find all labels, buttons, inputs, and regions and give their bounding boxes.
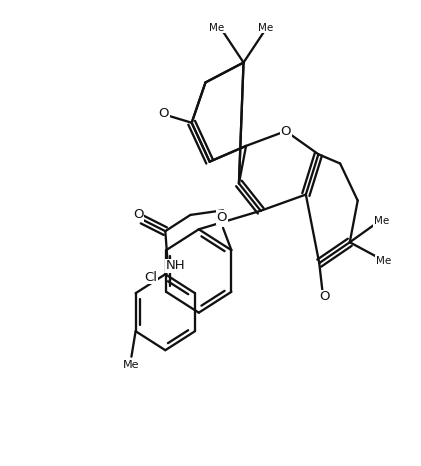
Text: Me: Me xyxy=(123,360,140,370)
Text: O: O xyxy=(216,211,227,224)
Text: O: O xyxy=(280,124,291,137)
Text: Me: Me xyxy=(258,23,273,33)
Text: Cl: Cl xyxy=(144,270,157,283)
Text: O: O xyxy=(133,208,144,221)
Text: Me: Me xyxy=(376,256,391,266)
Text: Me: Me xyxy=(209,23,224,33)
Text: O: O xyxy=(158,107,169,120)
Text: NH: NH xyxy=(166,260,186,273)
Text: Me: Me xyxy=(373,216,389,226)
Text: O: O xyxy=(320,290,330,303)
